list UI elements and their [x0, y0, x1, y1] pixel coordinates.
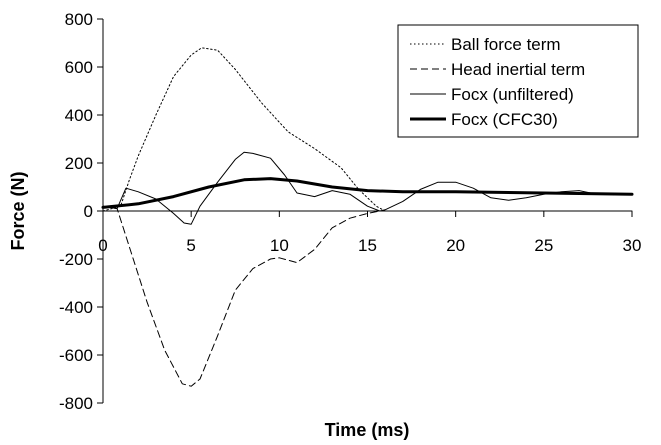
- series-line-3: [102, 151, 633, 225]
- y-tick-label: 400: [65, 106, 93, 125]
- legend-label-1: Ball force term: [451, 35, 561, 54]
- x-tick-label: 15: [358, 236, 377, 255]
- y-tick-label: -200: [59, 250, 93, 269]
- x-tick-label: 0: [98, 236, 107, 255]
- x-tick-label: 30: [623, 236, 642, 255]
- series-line-2: [102, 205, 633, 387]
- y-tick-label: -600: [59, 346, 93, 365]
- legend-label-2: Head inertial term: [451, 60, 585, 79]
- x-tick-label: 5: [186, 236, 195, 255]
- y-tick-label: 0: [84, 202, 93, 221]
- y-tick-label: -800: [59, 394, 93, 413]
- legend-label-4: Focx (CFC30): [451, 110, 558, 129]
- y-tick-label: -400: [59, 298, 93, 317]
- y-tick-label: 600: [65, 58, 93, 77]
- x-tick-label: 25: [534, 236, 553, 255]
- tick-labels: 800 600 400 200 0 -200 -400 -600 -800 0 5 10 15 20 25 3…: [59, 10, 641, 413]
- series-line-4: [101, 177, 634, 209]
- y-tick-label: 800: [65, 10, 93, 29]
- x-axis-title: Time (ms): [325, 420, 410, 440]
- y-tick-label: 200: [65, 154, 93, 173]
- series-lines: [101, 47, 634, 387]
- legend-label-3: Focx (unfiltered): [451, 85, 574, 104]
- x-tick-label: 20: [446, 236, 465, 255]
- legend: Ball force term Head inertial term Focx (u…: [397, 24, 639, 138]
- y-axis-title: Force (N): [8, 171, 28, 250]
- x-tick-label: 10: [270, 236, 289, 255]
